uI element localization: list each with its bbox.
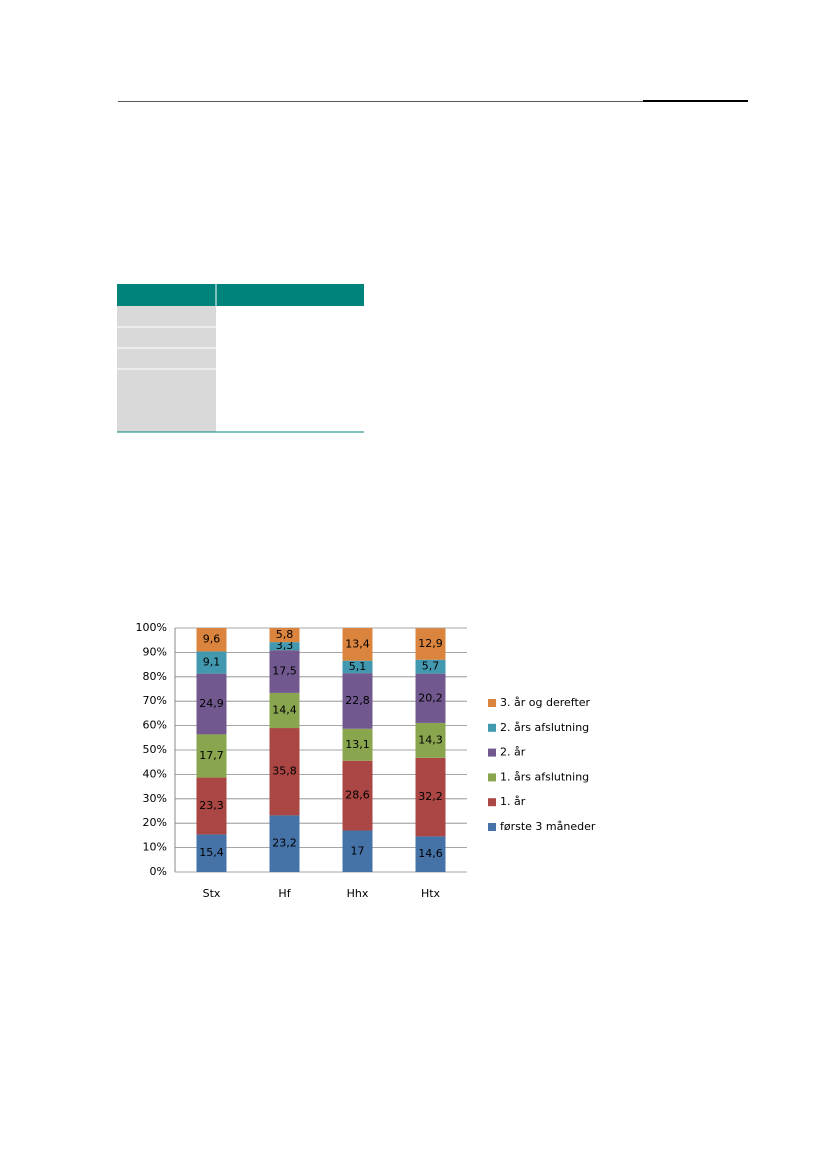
legend-swatch (488, 798, 496, 807)
bar-segment (196, 651, 227, 674)
bar-segment (196, 834, 227, 872)
legend-label: første 3 måneder (500, 820, 596, 833)
data-label: 5,7 (422, 660, 440, 673)
bar-segment (415, 757, 446, 837)
legend-label: 1. år (500, 795, 526, 808)
data-label: 14,3 (418, 733, 443, 746)
table-header (117, 284, 364, 306)
bar-segment (342, 760, 373, 831)
y-tick-label: 100% (136, 621, 167, 634)
bar-segment (342, 628, 373, 661)
chart: 0% 10% 20% 30% 40% 50% 60% 70% 80% 90% 100% Stx 15,4… (136, 621, 596, 900)
bar-segment (415, 673, 446, 723)
bar-segment (269, 642, 300, 651)
table (117, 284, 364, 433)
bar-segment (415, 836, 446, 872)
y-tick-label: 10% (143, 841, 167, 854)
x-tick-label: Htx (421, 887, 441, 900)
data-label: 32,2 (418, 790, 443, 803)
bar-segment (415, 628, 446, 660)
legend-label: 2. år (500, 746, 526, 759)
data-label: 5,1 (349, 660, 367, 673)
bar-segment (196, 777, 227, 835)
data-label: 13,1 (345, 738, 370, 751)
legend-swatch (488, 723, 496, 732)
data-label: 22,8 (345, 694, 370, 707)
y-tick-label: 40% (143, 767, 167, 780)
data-label: 17,7 (199, 749, 224, 762)
bar-segment (269, 628, 300, 643)
legend-label: 2. års afslutning (500, 721, 589, 734)
bar-segment (269, 815, 300, 872)
y-tick-label: 60% (143, 719, 167, 732)
bar-segment (196, 673, 227, 735)
y-tick-label: 80% (143, 670, 167, 683)
legend-swatch (488, 699, 496, 707)
x-tick-label: Stx (203, 887, 221, 900)
data-label: 17 (351, 844, 365, 857)
bar-segment (269, 728, 300, 816)
y-tick-label: 0% (150, 865, 167, 878)
data-label: 13,4 (345, 637, 370, 650)
data-label: 35,8 (272, 765, 297, 778)
data-label: 9,6 (203, 633, 221, 646)
legend-label: 1. års afslutning (500, 770, 589, 783)
y-tick-label: 30% (143, 792, 167, 805)
data-label: 23,2 (272, 837, 297, 850)
data-label: 15,4 (199, 846, 224, 859)
bar-segment (269, 692, 300, 729)
bar-segment (196, 628, 227, 652)
data-label: 9,1 (203, 656, 221, 669)
data-label: 12,9 (418, 637, 443, 650)
bar-segment (342, 673, 373, 729)
bar-segment (342, 830, 373, 872)
y-tick-label: 70% (143, 694, 167, 707)
y-tick-label: 50% (143, 743, 167, 756)
legend-label: 3. år og derefter (500, 696, 591, 709)
x-tick-label: Hhx (347, 887, 369, 900)
data-label: 14,4 (272, 703, 297, 716)
data-label: 28,6 (345, 789, 370, 802)
bar-segment (342, 660, 373, 674)
data-label: 23,3 (199, 799, 224, 812)
data-label: 14,6 (418, 847, 443, 860)
data-label: 17,5 (272, 665, 297, 678)
legend-swatch (488, 823, 496, 831)
data-label: 3,3 (276, 639, 294, 652)
bar-segment (269, 650, 300, 693)
legend-swatch (488, 748, 496, 757)
bar-segment (342, 728, 373, 761)
data-label: 20,2 (418, 691, 443, 704)
y-tick-label: 90% (143, 645, 167, 658)
legend-swatch (488, 773, 496, 782)
bar-segment (196, 734, 227, 778)
data-label: 5,8 (276, 628, 294, 641)
data-label: 24,9 (199, 697, 224, 710)
bar-segment (415, 722, 446, 758)
y-tick-label: 20% (143, 816, 167, 829)
bar-segment (415, 659, 446, 674)
x-tick-label: Hf (278, 887, 291, 900)
